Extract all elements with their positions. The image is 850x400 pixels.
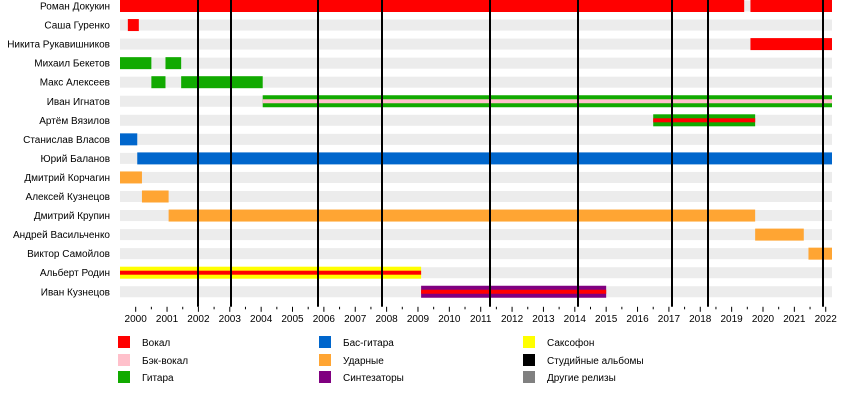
member-bar [120, 133, 138, 146]
legend-label: Синтезаторы [343, 373, 404, 384]
row-stripes [120, 0, 832, 298]
x-tick-label: 2022 [815, 314, 838, 325]
legend-swatch [118, 354, 130, 366]
member-bar [137, 152, 832, 165]
member-names: Роман Докукин Саша Гуренко Никита Рукавишн… [7, 2, 110, 299]
member-bar [755, 228, 804, 241]
member-bar [750, 38, 832, 51]
legend-label: Другие релизы [547, 373, 616, 384]
row-stripe [120, 267, 832, 279]
legend-swatch [319, 336, 331, 348]
member-name: Виктор Самойлов [27, 249, 110, 260]
x-tick-label: 2016 [626, 314, 649, 325]
x-tick-label: 2001 [156, 314, 179, 325]
legend-label: Вокал [142, 338, 170, 349]
x-tick-label: 2021 [783, 314, 806, 325]
legend-swatch [319, 371, 331, 383]
x-tick-label: 2015 [595, 314, 618, 325]
member-bar-secondary [262, 99, 833, 104]
x-tick-label: 2003 [219, 314, 242, 325]
x-tick-label: 2005 [281, 314, 304, 325]
x-tick-label: 2018 [689, 314, 712, 325]
member-bar [165, 57, 182, 70]
legend-swatch [118, 371, 130, 383]
member-bar-secondary [120, 270, 422, 275]
member-bar-secondary [653, 118, 756, 123]
x-tick-label: 2013 [532, 314, 555, 325]
member-bar [168, 209, 756, 222]
member-name: Дмитрий Корчагин [24, 173, 110, 184]
legend-swatch [523, 336, 535, 348]
member-bar-secondary [421, 289, 607, 294]
row-stripe [120, 171, 832, 183]
member-name: Роман Докукин [40, 2, 110, 13]
x-tick-label: 2006 [313, 314, 336, 325]
legend: Вокал Бэк-вокал Гитара Бас-гитара Ударные Син… [118, 336, 644, 384]
legend-swatch [523, 371, 535, 383]
x-axis: 2000 2001 2002 2003 2004 2005 2006 2007 2008 2009… [125, 306, 838, 325]
legend-label: Бэк-вокал [142, 356, 188, 367]
member-name: Артём Вязилов [39, 116, 110, 127]
member-bar [120, 171, 142, 184]
row-stripe [120, 248, 832, 260]
member-bar [151, 76, 166, 89]
member-bar [120, 57, 152, 70]
x-tick-label: 2019 [721, 314, 744, 325]
row-stripe [120, 191, 832, 202]
x-tick-label: 2008 [375, 314, 398, 325]
album-lines [197, 0, 824, 307]
x-tick-label: 2012 [501, 314, 524, 325]
member-name: Михаил Бекетов [34, 59, 110, 70]
legend-label: Гитара [142, 373, 174, 384]
member-name: Саша Гуренко [44, 21, 110, 32]
row-stripe [120, 38, 832, 50]
row-stripe [120, 76, 832, 88]
member-bars [120, 0, 833, 298]
x-tick-label: 2009 [407, 314, 430, 325]
x-tick-label: 2010 [438, 314, 461, 325]
member-name: Альберт Родин [40, 267, 110, 279]
member-name: Макс Алексеев [40, 78, 110, 89]
row-stripe [120, 229, 832, 241]
row-stripe [120, 114, 832, 126]
legend-label: Бас-гитара [343, 338, 394, 349]
x-tick-label: 2020 [752, 314, 775, 325]
member-name: Андрей Васильченко [13, 230, 110, 241]
legend-label: Саксофон [547, 337, 594, 349]
member-bar [127, 19, 139, 32]
x-tick-label: 2017 [658, 314, 681, 325]
x-tick-label: 2014 [564, 314, 587, 325]
member-bar [808, 247, 832, 260]
legend-label: Студийные альбомы [547, 355, 644, 367]
member-name: Никита Рукавишников [7, 40, 110, 51]
member-name: Юрий Баланов [40, 154, 110, 165]
member-name: Дмитрий Крупин [34, 211, 110, 222]
legend-swatch [118, 336, 130, 348]
x-tick-label: 2002 [187, 314, 210, 325]
legend-swatch [523, 354, 535, 366]
x-tick-label: 2007 [344, 314, 367, 325]
member-bar [141, 190, 169, 203]
member-bar [181, 76, 263, 89]
row-stripe [120, 133, 832, 145]
x-tick-label: 2000 [125, 314, 148, 325]
member-name: Иван Игнатов [47, 97, 110, 108]
row-stripe [120, 57, 832, 69]
member-bar [750, 0, 832, 12]
legend-label: Ударные [343, 356, 384, 367]
x-tick-label: 2004 [250, 314, 273, 325]
legend-swatch [319, 354, 331, 366]
x-tick-label: 2011 [470, 314, 492, 325]
member-name: Станислав Власов [23, 135, 110, 146]
member-name: Иван Кузнецов [41, 287, 110, 298]
member-name: Алексей Кузнецов [26, 192, 110, 203]
member-bar [120, 0, 745, 12]
row-stripe [120, 19, 832, 31]
